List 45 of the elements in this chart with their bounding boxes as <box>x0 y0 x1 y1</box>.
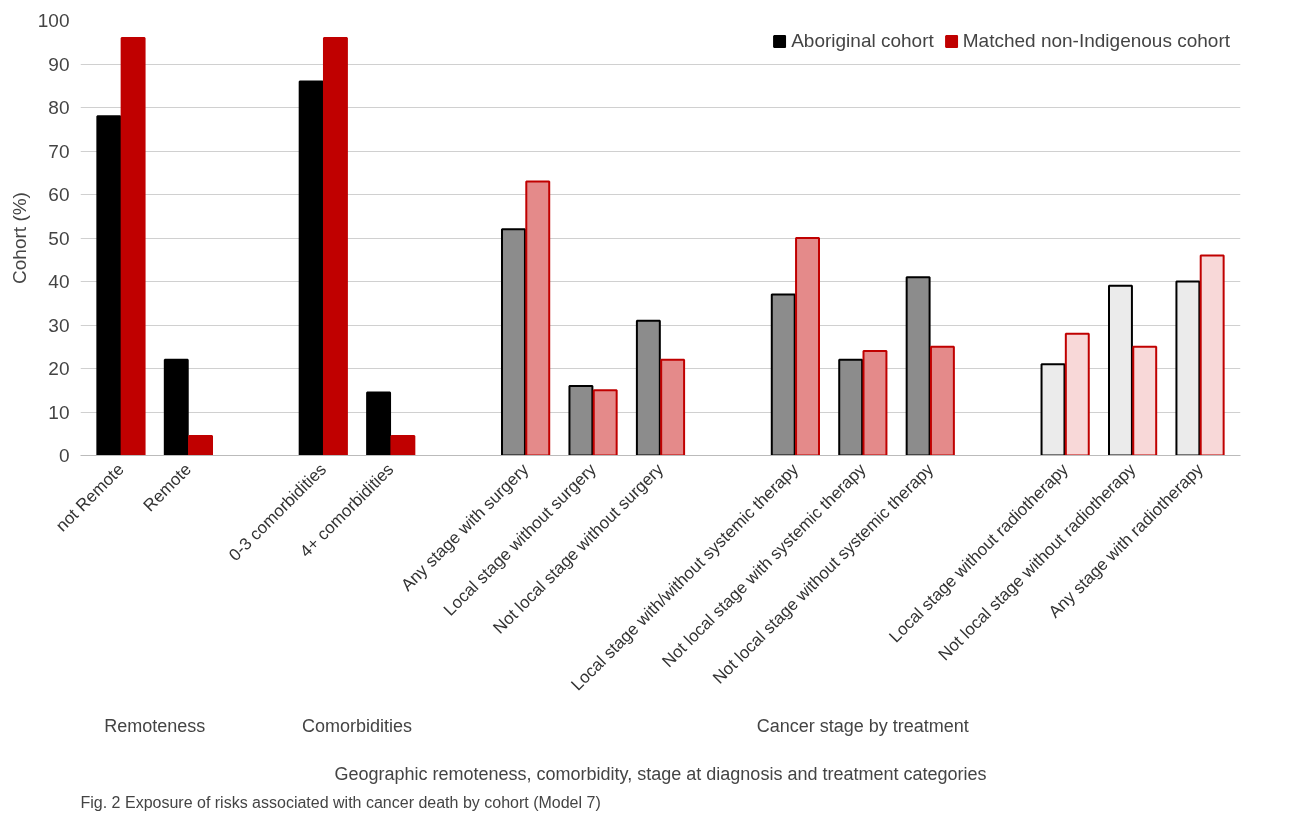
bar <box>298 80 324 456</box>
bar <box>163 358 189 456</box>
text: Remoteness <box>104 715 206 736</box>
y-tick-label: 70 <box>48 140 70 162</box>
bar <box>501 228 526 456</box>
legend-label: Matched non-Indigenous cohort <box>962 30 1230 52</box>
y-tick-label: 100 <box>37 10 70 31</box>
bar <box>1175 280 1201 456</box>
y-tick-label: 90 <box>48 53 70 75</box>
text: Comorbidities <box>301 715 413 736</box>
bar <box>390 434 416 456</box>
y-tick-label: 40 <box>48 271 70 292</box>
bar <box>322 36 348 456</box>
y-tick-label: 30 <box>48 314 70 336</box>
y-axis-title: Cohort (%) <box>8 192 30 284</box>
x-axis-title: Geographic remoteness, comorbidity, stage at diagnosis and treatment categories <box>334 763 987 784</box>
bar <box>929 345 955 456</box>
y-tick-label: 60 <box>48 184 70 205</box>
bar <box>366 391 392 456</box>
bar <box>188 434 214 456</box>
bar <box>96 115 122 456</box>
bar <box>1132 345 1158 456</box>
bar <box>795 237 820 456</box>
caption: Fig. 2 Exposure of risks associated with cancer death by cohort (Model 7) <box>80 793 601 811</box>
y-tick-label: 10 <box>48 401 70 423</box>
y-tick-label: 80 <box>48 97 70 118</box>
bar <box>120 36 146 456</box>
bar <box>905 276 931 456</box>
legend-label: Aboriginal cohort <box>791 30 934 52</box>
y-tick-label: 50 <box>48 227 70 249</box>
y-tick-label: 20 <box>48 358 70 379</box>
bar <box>525 180 551 456</box>
bar <box>770 293 796 456</box>
y-tick-label: 0 <box>58 445 70 466</box>
bar <box>1199 254 1225 456</box>
bar <box>592 389 618 456</box>
text: Cancer stage by treatment <box>756 715 969 736</box>
bar <box>1064 332 1090 456</box>
bar <box>1040 363 1066 456</box>
bar <box>568 384 594 456</box>
bar <box>862 350 888 456</box>
bar <box>838 358 864 456</box>
bar <box>1107 284 1133 456</box>
bar <box>660 358 686 456</box>
bar <box>635 319 661 456</box>
